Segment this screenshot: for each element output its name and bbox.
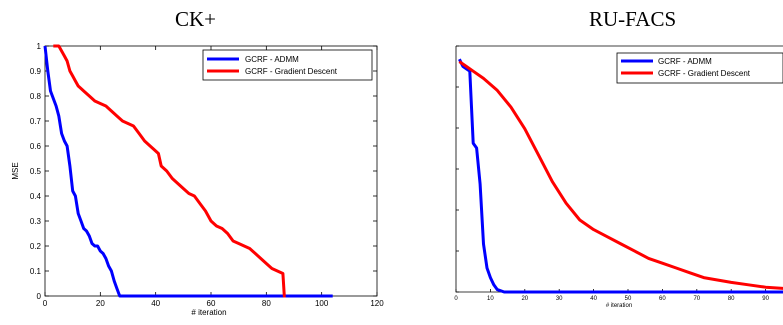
chart2-xtick-label: 90 [762, 296, 769, 302]
chart1-ytick-label: 0.9 [30, 67, 42, 76]
chart2-series-line-2 [458, 60, 783, 290]
chart2-title: RU-FACS [589, 7, 677, 31]
chart1-xtick-label: 20 [96, 299, 105, 308]
chart1-series-line-2 [53, 44, 286, 298]
chart2-legend-box [616, 52, 783, 84]
chart1-xtick-label: 120 [370, 299, 384, 308]
chart1-xtick-label: 60 [207, 299, 216, 308]
chart2-xlabel: # iteration [606, 303, 632, 309]
chart1-ytick-label: 0.4 [30, 192, 42, 201]
chart1-plot: 0 20 40 60 80 100 120 0 0.1 0.2 0.3 0.4 0.5 0.6 0.7 0.8… [11, 42, 384, 317]
chart1-ytick-label: 0.2 [30, 242, 42, 251]
chart1-title: CK+ [175, 7, 217, 31]
chart1-xtick-label: 0 [43, 299, 48, 308]
chart1-series-line-1 [43, 45, 333, 298]
chart1-ytick-label: 0.8 [30, 92, 42, 101]
chart1-legend-box [202, 49, 373, 81]
chart1-xtick-label: 40 [151, 299, 160, 308]
chart2-xtick-label: 20 [521, 296, 528, 302]
chart2-xtick-label: 70 [693, 296, 700, 302]
chart1-ytick-label: 1 [37, 42, 42, 51]
chart1-ylabel: MSE [11, 162, 20, 179]
chart1-xlabel: # iteration [191, 308, 226, 317]
chart1-ytick-label: 0.1 [30, 267, 42, 276]
chart1-ytick-label: 0.3 [30, 217, 42, 226]
chart2-xtick-label: 30 [556, 296, 563, 302]
chart2-legend-label-2: GCRF - Gradient Descent [658, 69, 751, 78]
chart1-ytick-label: 0.7 [30, 117, 42, 126]
chart1-ytick-label: 0.5 [30, 167, 42, 176]
chart2-legend-label-1: GCRF - ADMM [658, 57, 712, 66]
chart2-xtick-label: 50 [625, 296, 632, 302]
chart1-legend-label-1: GCRF - ADMM [245, 55, 299, 64]
chart2-xtick-label: 80 [728, 296, 735, 302]
chart1-xtick-label: 100 [315, 299, 329, 308]
chart2-xtick-label: 40 [590, 296, 597, 302]
chart2-xtick-label: 60 [659, 296, 666, 302]
chart1-ytick-label: 0 [37, 292, 42, 301]
chart1-legend-label-2: GCRF - Gradient Descent [245, 67, 338, 76]
chart2-xtick-label: 10 [487, 296, 494, 302]
chart1-ytick-label: 0.6 [30, 142, 42, 151]
chart2-series-line-1 [458, 58, 783, 294]
chart2-xtick-label: 0 [454, 296, 458, 302]
chart1-xtick-label: 80 [262, 299, 271, 308]
